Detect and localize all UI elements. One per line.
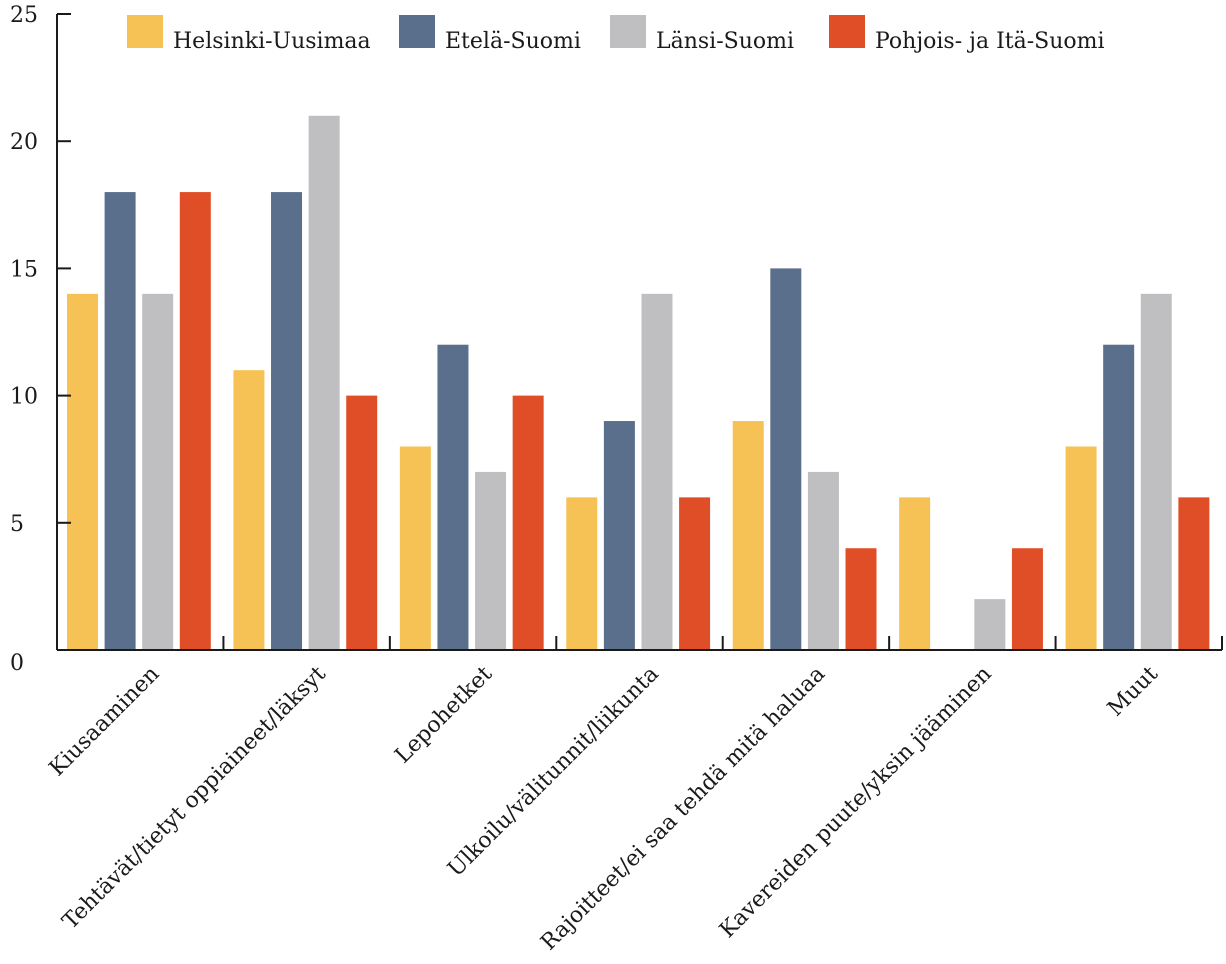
axes <box>56 14 1223 651</box>
bar <box>899 497 931 650</box>
bar <box>566 497 598 650</box>
y-axis-ticks: 0 5 10 15 20 25 <box>10 3 71 676</box>
bar <box>67 293 98 650</box>
bar <box>603 421 635 650</box>
bar <box>1140 293 1172 650</box>
bar <box>475 471 507 650</box>
x-category-label: Muut <box>1103 661 1163 721</box>
bar <box>845 548 877 650</box>
legend-label: Länsi-Suomi <box>656 29 794 54</box>
y-tick-label: 0 <box>10 651 24 676</box>
y-tick-label: 20 <box>10 130 38 155</box>
y-tick-label: 5 <box>10 512 24 537</box>
x-category-label: Kiusaaminen <box>45 662 165 782</box>
bar <box>512 395 544 650</box>
bar <box>1065 446 1097 650</box>
bar <box>346 395 378 650</box>
bar <box>641 293 673 650</box>
bar <box>271 192 303 650</box>
bar <box>399 446 431 650</box>
bar <box>104 192 136 650</box>
bar <box>1178 497 1210 650</box>
legend-swatch <box>829 15 865 48</box>
y-tick-label: 10 <box>10 385 38 410</box>
bars <box>67 115 1210 650</box>
bar <box>679 497 711 650</box>
bar <box>142 293 174 650</box>
legend-label: Pohjois- ja Itä-Suomi <box>875 29 1105 54</box>
x-category-label: Lepohetket <box>390 661 497 768</box>
bar <box>437 344 469 650</box>
bar <box>770 268 802 650</box>
bar <box>308 115 340 650</box>
legend-swatch <box>610 15 646 48</box>
bar <box>233 370 265 650</box>
bar <box>974 599 1006 650</box>
legend: Helsinki-Uusimaa Etelä-Suomi Länsi-Suomi Po… <box>127 15 1105 54</box>
bar <box>732 421 764 650</box>
legend-label: Etelä-Suomi <box>445 29 581 54</box>
legend-label: Helsinki-Uusimaa <box>173 29 371 54</box>
y-tick-label: 25 <box>10 3 38 28</box>
y-tick-label: 15 <box>10 257 38 282</box>
legend-swatch <box>399 15 435 48</box>
bar <box>1103 344 1135 650</box>
x-category-label: Kavereiden puute/yksin jääminen <box>715 662 996 943</box>
legend-swatch <box>127 15 163 48</box>
bar <box>1011 548 1043 650</box>
x-category-label: Tehtävät/tietyt oppiaineet/läksyt <box>58 661 331 934</box>
x-category-label: Rajoitteet/ei saa tehdä mitä haluaa <box>536 662 830 956</box>
bar <box>179 192 211 650</box>
bar <box>807 471 839 650</box>
